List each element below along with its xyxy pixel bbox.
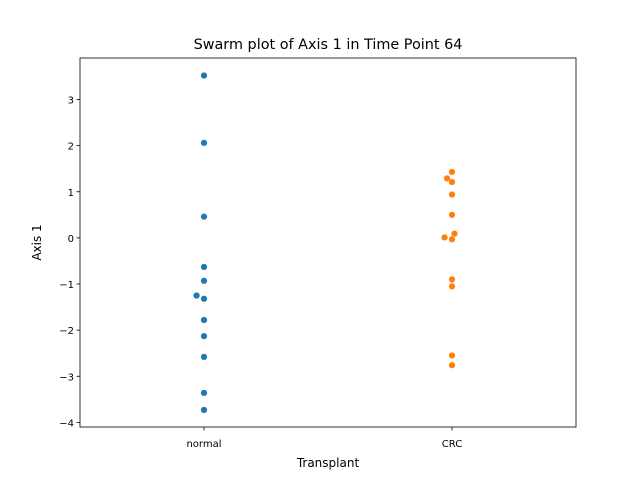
ticks-layer: −4 −3 −2 −1 0 1 2 3 normal CRC — [59, 96, 462, 450]
y-tick-label: 0 — [68, 234, 74, 245]
x-axis-label: Transplant — [296, 456, 360, 470]
data-point-normal — [200, 213, 208, 221]
data-point-normal — [200, 406, 208, 414]
data-point-crc — [448, 361, 456, 369]
data-point-normal — [200, 389, 208, 397]
data-point-crc — [448, 275, 456, 283]
y-tick-label: 1 — [68, 188, 74, 199]
x-tick-label-crc: CRC — [442, 439, 462, 450]
data-point-crc — [448, 235, 456, 243]
data-point-normal — [200, 316, 208, 324]
data-point-normal — [200, 139, 208, 147]
y-tick-label: 3 — [68, 96, 74, 107]
chart-title: Swarm plot of Axis 1 in Time Point 64 — [194, 37, 463, 53]
data-point-crc — [448, 211, 456, 219]
data-point-normal — [200, 72, 208, 80]
data-point-normal — [193, 292, 201, 300]
data-point-crc — [441, 233, 449, 241]
data-point-normal — [200, 332, 208, 340]
data-point-normal — [200, 263, 208, 271]
plot-frame — [79, 57, 577, 428]
data-point-crc — [448, 352, 456, 360]
data-point-normal — [200, 277, 208, 285]
data-point-crc — [448, 178, 456, 186]
x-tick-label-normal: normal — [186, 439, 221, 450]
y-tick-label: −4 — [59, 418, 74, 429]
y-tick-label: −1 — [59, 280, 74, 291]
data-point-crc — [448, 191, 456, 199]
data-point-crc — [448, 168, 456, 176]
y-axis-label: Axis 1 — [30, 224, 44, 260]
data-point-crc — [448, 282, 456, 290]
y-tick-label: −2 — [59, 326, 74, 337]
data-point-crc — [443, 174, 451, 182]
data-point-normal — [200, 353, 208, 361]
points-layer — [193, 72, 458, 414]
y-tick-label: 2 — [68, 142, 74, 153]
y-tick-label: −3 — [59, 372, 74, 383]
data-point-normal — [200, 295, 208, 303]
